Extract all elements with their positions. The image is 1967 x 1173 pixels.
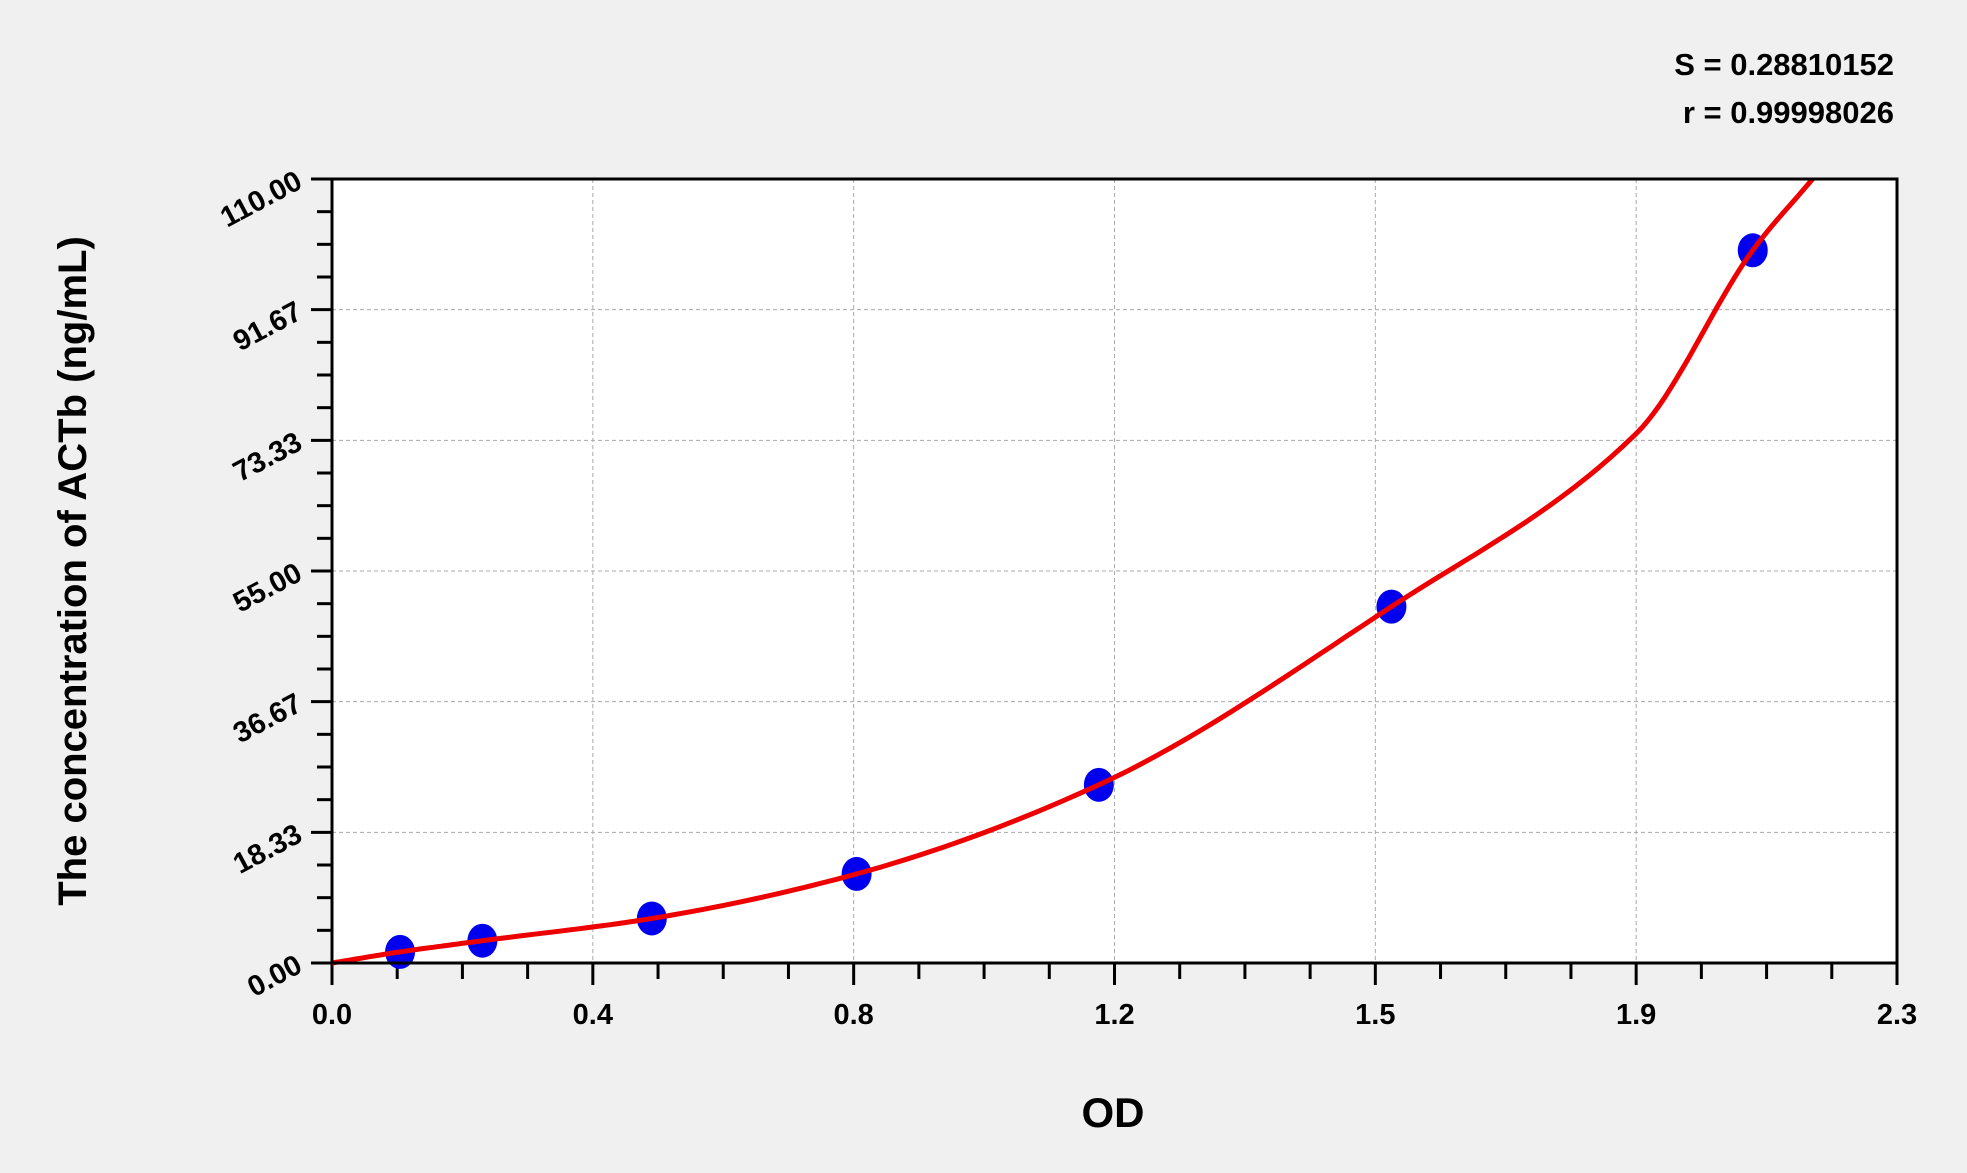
x-tick-label: 0.4 (573, 999, 613, 1031)
fit-curve-layer (331, 177, 1815, 966)
x-tick-label: 1.9 (1616, 999, 1656, 1031)
plot-frame (330, 177, 1899, 965)
s-annotation: S = 0.28810152 (1674, 47, 1894, 82)
r-annotation: r = 0.99998026 (1683, 95, 1894, 130)
x-tick-label: 0.8 (834, 999, 874, 1031)
x-tick-label: 2.3 (1877, 999, 1917, 1031)
grid (332, 179, 1897, 963)
fit-curve (331, 177, 1815, 966)
x-axis-title: OD (1082, 1089, 1145, 1136)
x-tick-label: 1.2 (1094, 999, 1134, 1031)
x-tick-labels: 0.0 0.4 0.8 1.2 1.5 1.9 2.3 (312, 999, 1917, 1031)
y-axis-title: The concentration of ACTb (ng/mL) (51, 236, 95, 906)
x-tick-label: 0.0 (312, 999, 352, 1031)
x-tick-label: 1.5 (1355, 999, 1395, 1031)
